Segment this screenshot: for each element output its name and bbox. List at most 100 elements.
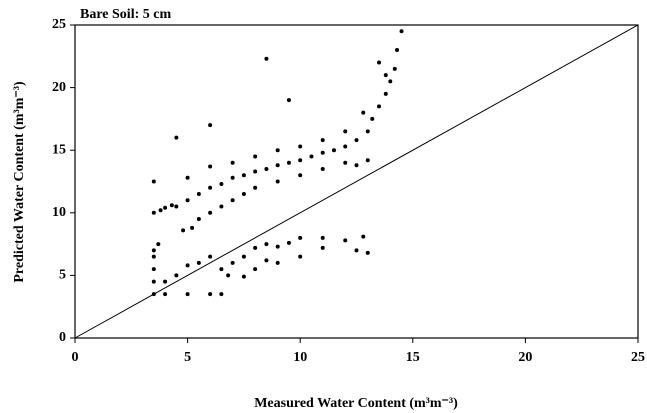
point <box>163 292 168 297</box>
point <box>264 56 269 61</box>
point <box>253 169 258 174</box>
point <box>185 198 190 203</box>
x-tick-label: 0 <box>72 350 79 365</box>
point <box>151 179 156 184</box>
point <box>219 267 224 272</box>
point <box>185 263 190 268</box>
point <box>298 235 303 240</box>
point <box>169 203 174 208</box>
point <box>392 66 397 71</box>
point <box>286 160 291 165</box>
point <box>208 123 213 128</box>
point <box>163 279 168 284</box>
point <box>156 242 161 247</box>
point <box>365 129 370 134</box>
point <box>354 163 359 168</box>
y-tick-label: 25 <box>52 17 66 32</box>
point <box>253 185 258 190</box>
point <box>208 292 213 297</box>
chart-title: Bare Soil: 5 cm <box>80 7 171 22</box>
point <box>241 254 246 259</box>
point <box>163 205 168 210</box>
point <box>253 154 258 159</box>
point <box>354 138 359 143</box>
point <box>309 154 314 159</box>
point <box>253 267 258 272</box>
x-tick-label: 25 <box>631 350 645 365</box>
point <box>286 98 291 103</box>
y-tick-label: 15 <box>52 142 66 157</box>
point <box>298 158 303 163</box>
point <box>151 248 156 253</box>
point <box>343 144 348 149</box>
point <box>158 208 163 213</box>
point <box>151 279 156 284</box>
point <box>343 238 348 243</box>
point <box>320 150 325 155</box>
point <box>361 110 366 115</box>
point <box>365 250 370 255</box>
point <box>361 234 366 239</box>
point <box>230 260 235 265</box>
point <box>354 248 359 253</box>
plot-frame <box>74 24 639 339</box>
point <box>275 148 280 153</box>
point <box>241 192 246 197</box>
point <box>219 204 224 209</box>
point <box>174 135 179 140</box>
point <box>343 129 348 134</box>
point <box>230 175 235 180</box>
point <box>275 244 280 249</box>
point <box>174 204 179 209</box>
point <box>208 210 213 215</box>
point <box>377 104 382 109</box>
point <box>320 166 325 171</box>
x-tick-label: 10 <box>293 350 307 365</box>
point <box>383 91 388 96</box>
point <box>151 267 156 272</box>
point <box>286 240 291 245</box>
point <box>331 148 336 153</box>
point <box>181 228 186 233</box>
point <box>298 173 303 178</box>
point <box>320 138 325 143</box>
y-tick-label: 20 <box>52 80 66 95</box>
point <box>219 182 224 187</box>
point <box>298 144 303 149</box>
point <box>320 245 325 250</box>
point <box>395 48 400 53</box>
point <box>298 254 303 259</box>
y-tick-label: 0 <box>59 330 66 345</box>
point <box>151 292 156 297</box>
point <box>208 254 213 259</box>
point <box>208 164 213 169</box>
point <box>151 254 156 259</box>
point <box>399 29 404 34</box>
y-tick-label: 10 <box>52 205 66 220</box>
point <box>185 292 190 297</box>
point <box>226 273 231 278</box>
point <box>174 273 179 278</box>
point <box>196 260 201 265</box>
point <box>230 160 235 165</box>
y-tick-label: 5 <box>59 268 66 283</box>
point <box>264 166 269 171</box>
point <box>370 116 375 121</box>
point <box>264 242 269 247</box>
point <box>365 158 370 163</box>
point <box>264 258 269 263</box>
point <box>377 60 382 65</box>
x-tick-label: 5 <box>184 350 191 365</box>
point <box>383 73 388 78</box>
point <box>343 160 348 165</box>
x-tick-label: 20 <box>518 350 532 365</box>
point <box>219 292 224 297</box>
point <box>275 260 280 265</box>
point <box>196 192 201 197</box>
x-tick-label: 15 <box>406 350 420 365</box>
one-to-one-line <box>74 24 639 339</box>
point <box>253 245 258 250</box>
y-axis-label: Predicted Water Content (m³m⁻³) <box>12 81 27 283</box>
point <box>320 235 325 240</box>
